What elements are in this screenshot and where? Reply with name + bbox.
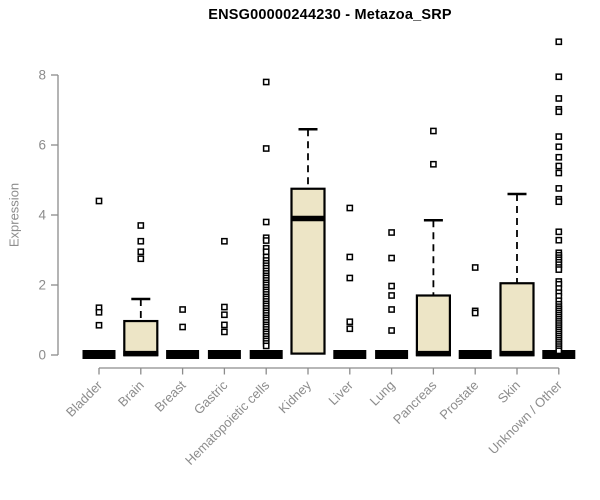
outlier-point-gastric: [221, 321, 228, 329]
outlier-point-gastric: [221, 328, 228, 336]
x-tick-label-skin: Skin: [495, 378, 523, 406]
outlier-point-hematopoietic-cells: [262, 145, 270, 152]
outlier-point-gastric: [221, 237, 228, 245]
outlier-point-brain: [137, 248, 145, 256]
x-tick-label-lung: Lung: [367, 378, 398, 409]
box-prostate: [458, 350, 492, 359]
outlier-point-unknown-other: [555, 73, 563, 81]
outlier-point-liver: [346, 204, 354, 212]
box-unknown-other: [542, 350, 576, 359]
outlier-point-unknown-other: [555, 198, 563, 206]
x-tick-label-brain: Brain: [115, 378, 147, 410]
outlier-point-breast: [179, 323, 186, 331]
x-tick-label-breast: Breast: [152, 377, 189, 414]
outlier-point-liver: [346, 253, 354, 261]
box-hematopoietic-cells: [249, 350, 283, 359]
box-lung: [375, 350, 409, 359]
outlier-point-lung: [388, 292, 395, 299]
box-brain: [123, 319, 159, 357]
box-pancreas: [415, 294, 451, 357]
outlier-point-liver: [346, 325, 354, 333]
outlier-point-prostate: [471, 264, 479, 271]
outlier-point-lung: [388, 327, 395, 334]
outlier-point-lung: [388, 229, 395, 236]
outlier-point-unknown-other: [555, 38, 563, 46]
outlier-point-bladder: [95, 321, 103, 329]
outlier-point-lung: [388, 254, 395, 262]
outlier-point-brain: [137, 222, 145, 229]
outlier-point-unknown-other: [555, 108, 563, 116]
box-skin: [499, 282, 535, 357]
chart-title: ENSG00000244230 - Metazoa_SRP: [208, 7, 452, 23]
y-tick-label: 8: [38, 68, 46, 83]
y-tick-label: 2: [38, 278, 46, 293]
outlier-point-brain: [137, 255, 145, 263]
outlier-point-unknown-other: [555, 133, 563, 140]
outlier-point-unknown-other: [555, 185, 563, 192]
box-kidney: [290, 187, 326, 355]
outlier-point-prostate: [471, 309, 479, 317]
outlier-point-unknown-other: [555, 162, 563, 170]
x-tick-label-liver: Liver: [325, 377, 356, 408]
outlier-point-unknown-other: [555, 266, 563, 273]
box-liver: [333, 350, 367, 359]
outlier-point-hematopoietic-cells: [262, 248, 270, 256]
outlier-point-unknown-other: [555, 143, 563, 151]
outlier-point-unknown-other: [555, 228, 563, 236]
outlier-point-gastric: [221, 303, 228, 311]
outlier-point-hematopoietic-cells: [262, 342, 270, 350]
outlier-point-brain: [137, 237, 145, 245]
x-tick-label-pancreas: Pancreas: [390, 377, 440, 427]
box-bladder: [82, 350, 116, 359]
outlier-point-unknown-other: [555, 169, 563, 177]
outlier-point-liver: [346, 318, 354, 326]
outlier-point-unknown-other: [555, 153, 563, 161]
outlier-point-unknown-other: [555, 347, 563, 355]
box-breast: [166, 350, 200, 359]
outlier-point-bladder: [95, 308, 103, 316]
x-tick-label-prostate: Prostate: [436, 378, 481, 423]
y-tick-label: 0: [38, 348, 46, 363]
outlier-point-lung: [388, 306, 395, 313]
outlier-point-breast: [179, 306, 186, 313]
x-tick-label-gastric: Gastric: [191, 377, 231, 417]
outlier-point-pancreas: [430, 160, 437, 168]
outlier-point-hematopoietic-cells: [262, 78, 270, 86]
outlier-point-unknown-other: [555, 95, 563, 102]
outlier-point-hematopoietic-cells: [262, 218, 270, 226]
box-gastric: [207, 350, 241, 359]
outlier-point-bladder: [95, 197, 103, 205]
x-tick-label-kidney: Kidney: [275, 377, 314, 416]
y-tick-label: 4: [38, 208, 46, 223]
outlier-point-liver: [346, 274, 354, 282]
outlier-point-pancreas: [430, 127, 437, 135]
x-tick-label-bladder: Bladder: [63, 377, 106, 420]
outlier-point-lung: [388, 282, 395, 290]
y-tick-label: 6: [38, 138, 46, 153]
x-tick-label-unknown-other: Unknown / Other: [485, 377, 565, 457]
outlier-point-unknown-other: [555, 236, 563, 244]
outlier-point-gastric: [221, 311, 228, 319]
outlier-point-hematopoietic-cells: [262, 237, 270, 244]
